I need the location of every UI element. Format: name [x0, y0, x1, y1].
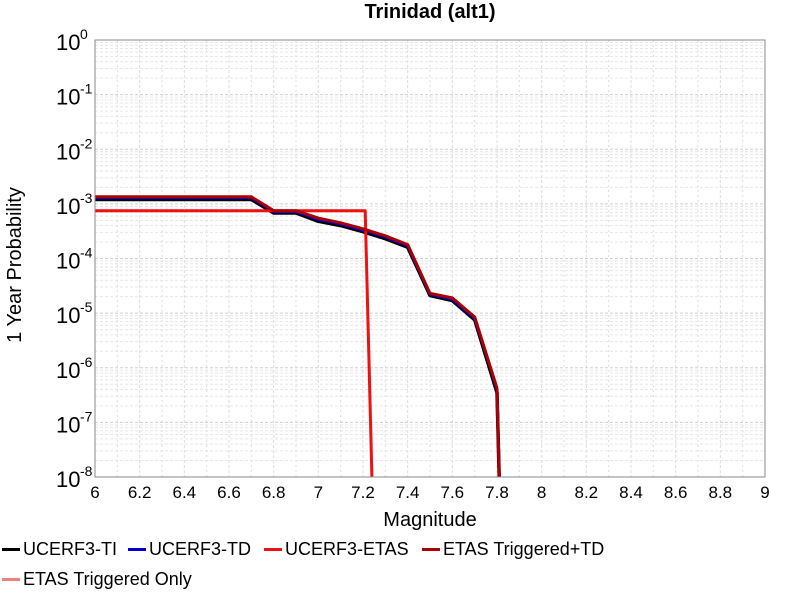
legend-item: UCERF3-ETAS	[264, 539, 409, 560]
y-tick-base: 10	[56, 303, 80, 328]
legend-swatch	[422, 548, 440, 551]
y-tick-label: 10 -4	[56, 245, 93, 274]
legend-swatch	[2, 578, 20, 581]
legend-item: UCERF3-TI	[2, 539, 117, 560]
x-tick-label: 8.6	[664, 483, 688, 502]
chart-title: Trinidad (alt1)	[364, 1, 495, 23]
y-tick-base: 10	[56, 85, 80, 110]
x-axis-label: Magnitude	[383, 509, 476, 531]
x-tick-label: 8	[537, 483, 546, 502]
legend-item: ETAS Triggered Only	[2, 569, 192, 590]
legend-label: UCERF3-TD	[149, 539, 251, 559]
series-line-ucerf3-etas	[95, 209, 374, 477]
y-tick-label: 10 -5	[56, 299, 93, 328]
y-tick-exponent: -3	[80, 190, 93, 206]
y-tick-exponent: -5	[80, 299, 93, 315]
x-tick-label: 9	[760, 483, 769, 502]
legend-label: ETAS Triggered+TD	[443, 539, 605, 559]
x-tick-labels: 6 6.2 6.4 6.6 6.8 7 7.2 7.4 7.6 7.8 8 8.2 8.4 8.6 8.8 9	[90, 483, 769, 502]
x-tick-label: 7.4	[396, 483, 420, 502]
x-tick-label: 7.8	[485, 483, 509, 502]
series-layer	[95, 195, 501, 477]
y-tick-label: 10 -3	[56, 190, 93, 219]
y-tick-label: 10 -1	[56, 81, 93, 110]
legend-item: ETAS Triggered+TD	[422, 539, 604, 560]
legend-item: UCERF3-TD	[128, 539, 251, 560]
y-tick-base: 10	[56, 139, 80, 164]
y-tick-base: 10	[56, 358, 80, 383]
y-tick-label: 10 -8	[56, 463, 93, 492]
y-tick-label: 10 0	[56, 26, 88, 55]
legend-swatch	[264, 548, 282, 551]
y-tick-exponent: -2	[80, 135, 93, 151]
x-tick-label: 6.2	[128, 483, 152, 502]
legend-swatch	[128, 548, 146, 551]
y-tick-label: 10 -2	[56, 135, 93, 164]
plot-frame	[94, 39, 766, 478]
legend-label: ETAS Triggered Only	[23, 569, 192, 589]
x-tick-label: 6.4	[173, 483, 197, 502]
y-tick-exponent: -7	[80, 408, 93, 424]
y-tick-exponent: -8	[80, 463, 93, 479]
legend-label: UCERF3-ETAS	[285, 539, 409, 559]
y-tick-exponent: -6	[80, 354, 93, 370]
x-tick-label: 8.8	[709, 483, 733, 502]
x-tick-label: 6.8	[262, 483, 286, 502]
chart: 6 6.2 6.4 6.6 6.8 7 7.2 7.4 7.6 7.8 8 8.2 8.4 8.6 8.8 9…	[4, 1, 770, 531]
series-line-etas-triggered-td	[95, 195, 501, 477]
y-tick-base: 10	[56, 412, 80, 437]
y-tick-exponent: 0	[80, 26, 88, 42]
legend-label: UCERF3-TI	[23, 539, 117, 559]
y-tick-exponent: -4	[80, 245, 93, 261]
x-tick-label: 7.6	[441, 483, 465, 502]
x-tick-label: 6.6	[217, 483, 241, 502]
legend-swatch	[2, 548, 20, 551]
y-axis-label: 1 Year Probability	[4, 187, 26, 343]
y-tick-base: 10	[56, 467, 80, 492]
y-tick-label: 10 -6	[56, 354, 93, 383]
grid	[94, 40, 766, 478]
x-tick-label: 6	[90, 483, 99, 502]
x-tick-label: 8.2	[575, 483, 599, 502]
y-tick-base: 10	[56, 249, 80, 274]
x-tick-label: 7.2	[351, 483, 375, 502]
y-tick-base: 10	[56, 30, 80, 55]
x-tick-label: 7	[314, 483, 323, 502]
y-tick-label: 10 -7	[56, 408, 93, 437]
legend: UCERF3-TI UCERF3-TD UCERF3-ETAS ETAS Trigge…	[0, 536, 800, 600]
y-tick-base: 10	[56, 194, 80, 219]
x-tick-label: 8.4	[619, 483, 643, 502]
y-tick-exponent: -1	[80, 81, 93, 97]
